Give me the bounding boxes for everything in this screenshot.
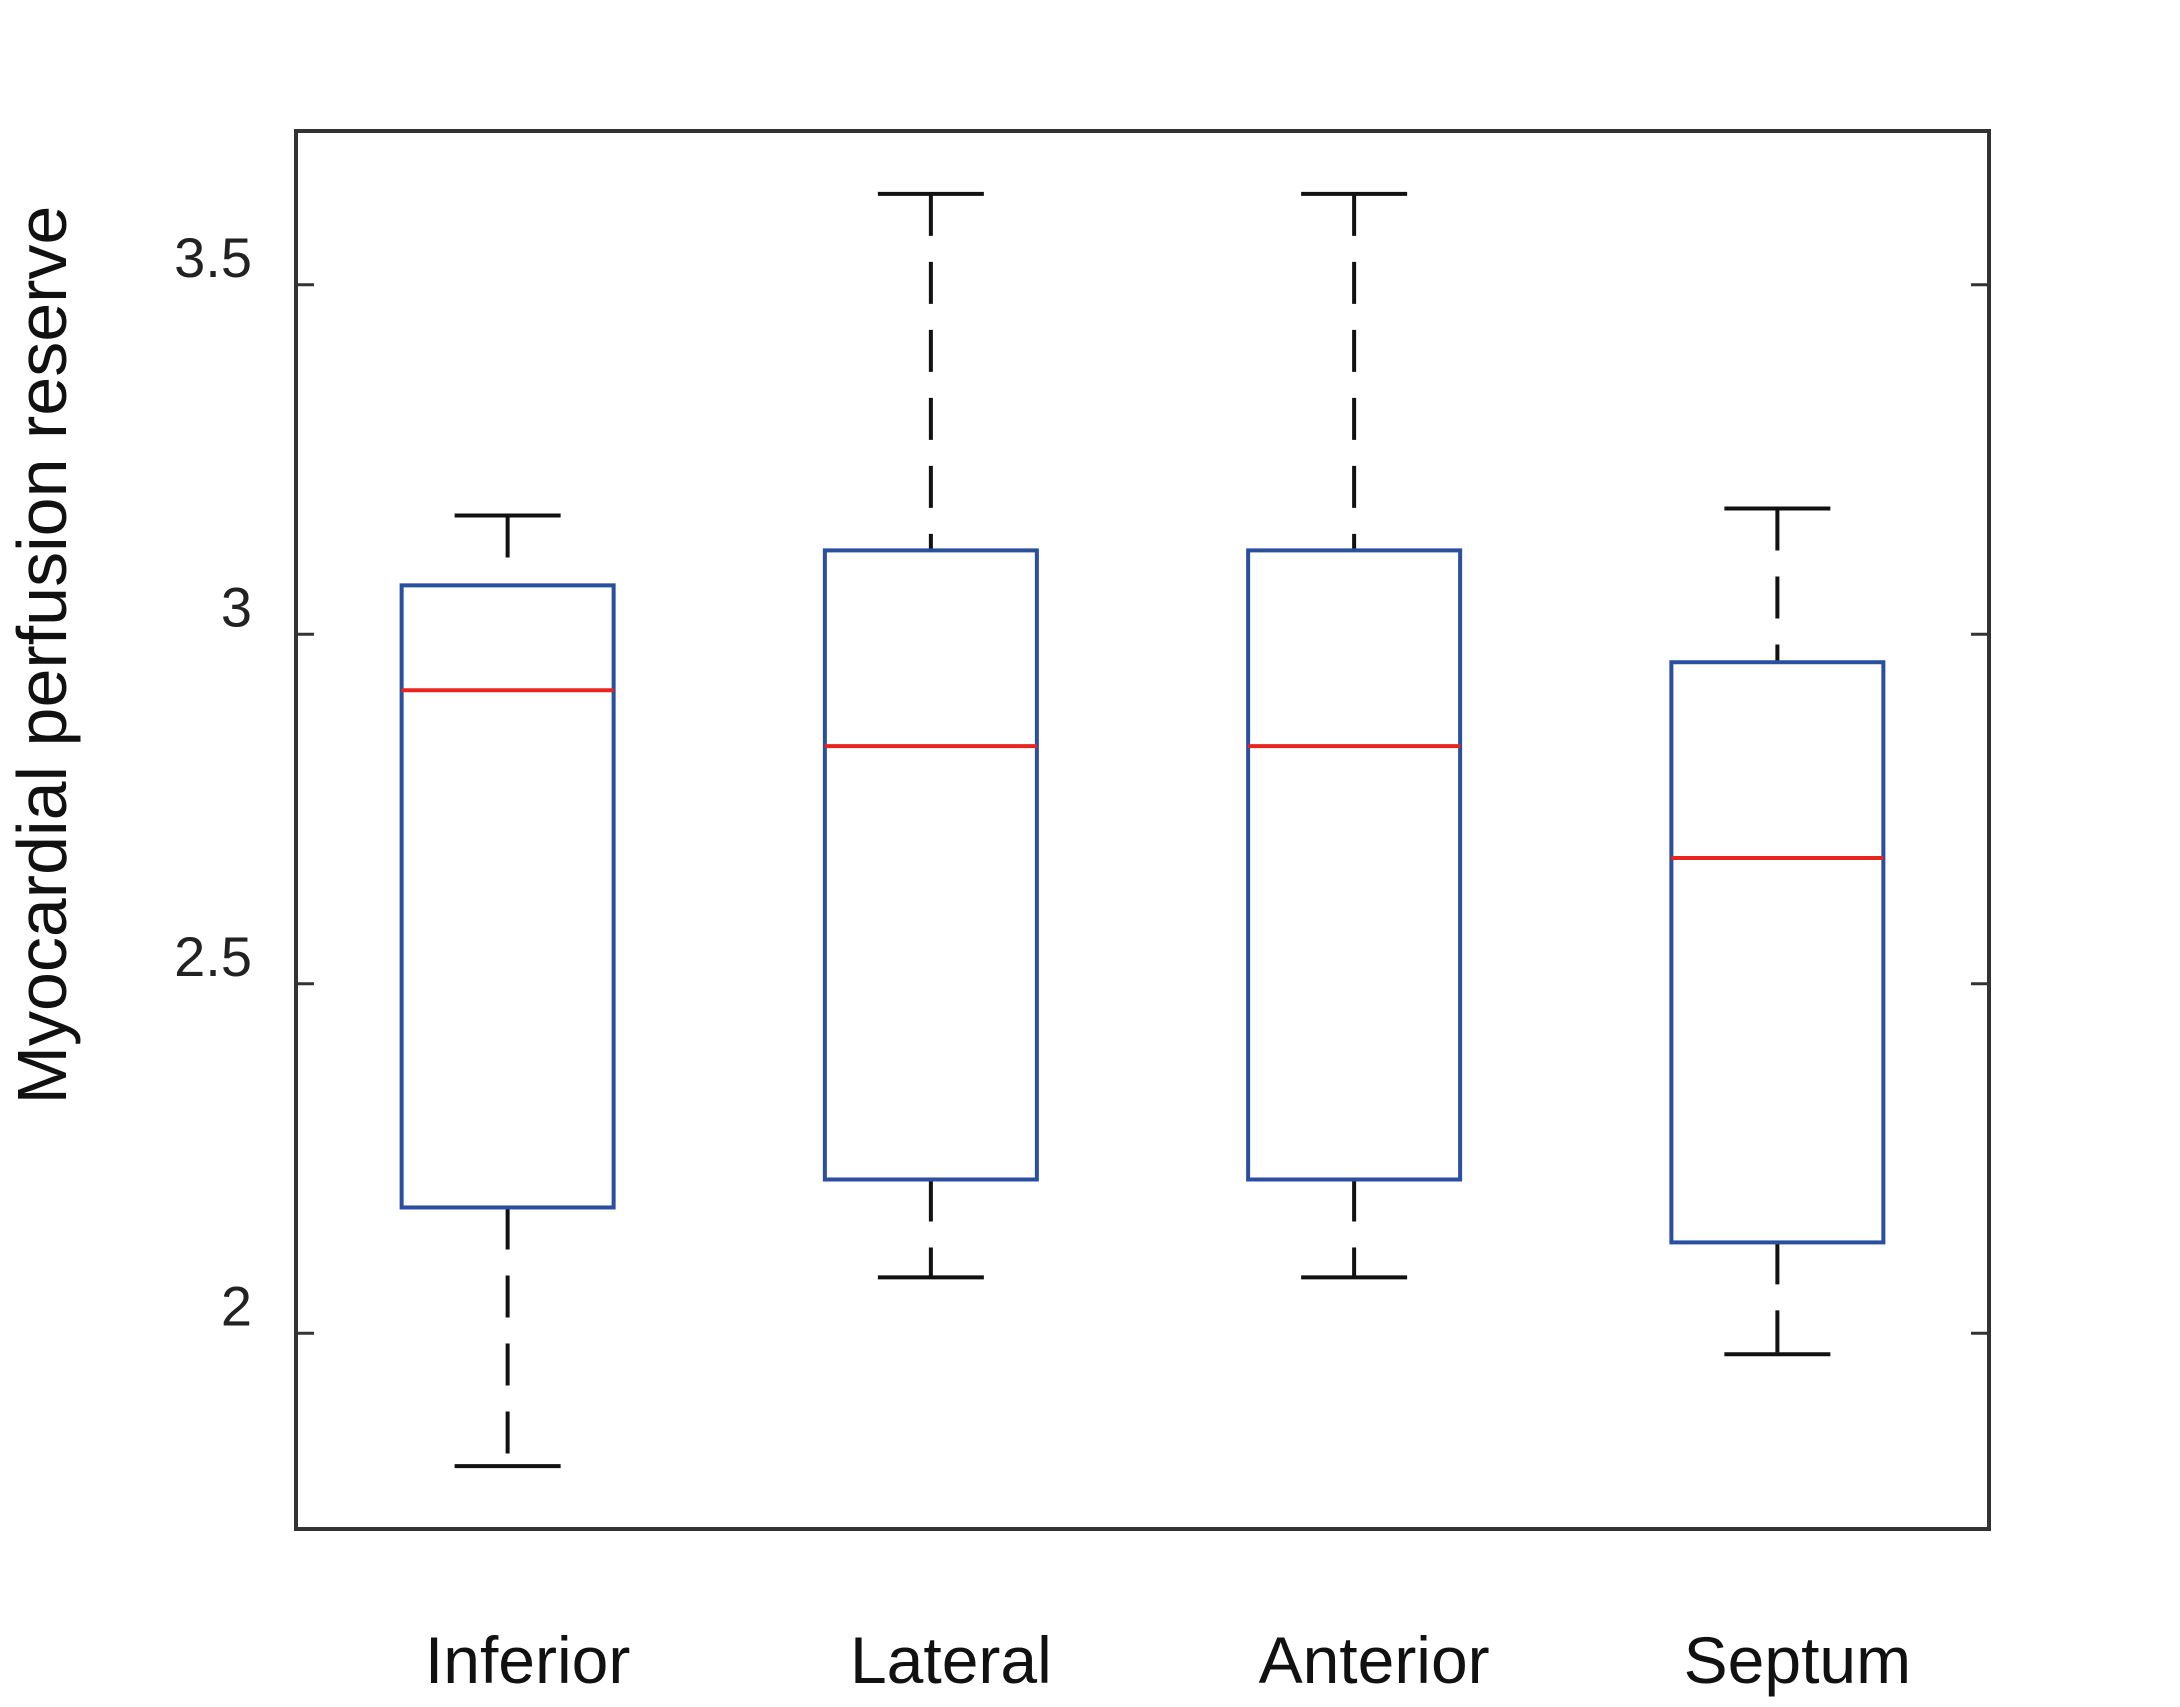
x-category-label: Septum	[1684, 1623, 1911, 1697]
y-axis-ticks: 2 2.5 3 3.5	[174, 226, 1989, 1337]
box-inferior	[399, 513, 616, 1469]
box-series	[399, 191, 1886, 1469]
iqr-box	[822, 548, 1039, 1182]
y-tick-label: 2.5	[174, 925, 252, 988]
box-lateral	[822, 191, 1039, 1280]
box-anterior	[1246, 191, 1463, 1280]
iqr-box	[1246, 548, 1463, 1182]
box-septum	[1669, 506, 1886, 1357]
y-tick-label: 3	[221, 575, 252, 638]
iqr-box	[399, 583, 616, 1210]
plot-frame	[294, 129, 1991, 1531]
x-category-label: Inferior	[425, 1623, 630, 1697]
x-category-label: Lateral	[850, 1623, 1052, 1697]
x-axis-category-labels: Inferior Lateral Anterior Septum	[425, 1623, 1911, 1697]
y-tick-label: 2	[221, 1274, 252, 1337]
y-tick-label: 3.5	[174, 226, 252, 289]
iqr-box	[1669, 660, 1886, 1245]
y-axis-title: Myocardial perfusion reserve	[3, 206, 81, 1105]
x-category-label: Anterior	[1259, 1623, 1490, 1697]
